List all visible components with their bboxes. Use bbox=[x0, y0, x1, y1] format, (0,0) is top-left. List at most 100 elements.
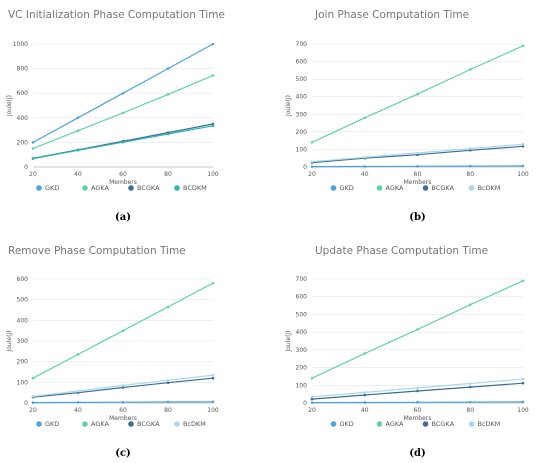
y-tick-label: 500 bbox=[296, 311, 308, 318]
y-tick-label: 300 bbox=[17, 338, 29, 345]
data-point-gkd bbox=[468, 400, 472, 404]
legend-marker bbox=[174, 185, 180, 191]
x-tick-label: 100 bbox=[517, 407, 529, 414]
y-tick-label: 200 bbox=[17, 359, 29, 366]
data-point-bcdkm bbox=[310, 160, 314, 164]
legend-marker bbox=[128, 185, 134, 191]
chart-panel-a: VC Initialization Phase Computation Time… bbox=[0, 0, 275, 231]
y-tick-label: 400 bbox=[17, 317, 29, 324]
data-point-bcdkm bbox=[76, 389, 80, 393]
y-tick-label: 0 bbox=[303, 164, 307, 171]
x-tick-label: 60 bbox=[119, 407, 127, 414]
data-point-bcdkm bbox=[521, 142, 525, 146]
x-tick-label: 100 bbox=[207, 407, 219, 414]
data-point-gkd bbox=[166, 67, 170, 70]
legend-label: BCGKA bbox=[432, 420, 455, 428]
data-point-bcdkm bbox=[521, 377, 525, 381]
chart-title: Join Phase Computation Time bbox=[314, 9, 469, 21]
x-tick-label: 60 bbox=[414, 171, 422, 178]
y-tick-label: 700 bbox=[296, 276, 308, 283]
data-point-bcdkm bbox=[121, 140, 125, 144]
x-tick-label: 20 bbox=[308, 171, 316, 178]
x-tick-label: 80 bbox=[466, 171, 474, 178]
legend-label: GKD bbox=[45, 184, 59, 192]
data-point-bcdkm bbox=[211, 373, 215, 377]
data-point-gkd bbox=[211, 42, 215, 46]
chart-panel-d: Update Phase Computation Time 0 100 200 300 4… bbox=[275, 232, 550, 463]
legend-label: BCGKA bbox=[137, 184, 160, 192]
y-tick-label: 100 bbox=[296, 382, 308, 389]
data-point-gkd bbox=[416, 164, 419, 168]
y-tick-label: 800 bbox=[17, 66, 29, 73]
data-point-bcgka bbox=[521, 144, 525, 148]
x-tick-label: 40 bbox=[74, 407, 82, 414]
data-point-bcdkm bbox=[416, 386, 419, 390]
x-tick-label: 20 bbox=[308, 407, 316, 414]
data-point-bcgka bbox=[521, 381, 525, 385]
data-point-agka bbox=[310, 376, 314, 380]
data-point-agka bbox=[31, 376, 35, 380]
data-point-agka bbox=[121, 329, 125, 332]
data-point-bcdkm bbox=[76, 148, 80, 152]
x-axis-label: Members bbox=[109, 415, 137, 422]
legend-marker bbox=[330, 185, 337, 191]
x-tick-label: 100 bbox=[207, 171, 219, 178]
chart-svg-a: VC Initialization Phase Computation Time… bbox=[6, 9, 225, 223]
data-point-gkd bbox=[521, 164, 525, 168]
data-point-gkd bbox=[521, 400, 525, 404]
y-tick-label: 600 bbox=[17, 276, 29, 283]
legend-marker bbox=[330, 421, 337, 427]
chart-svg-d: Update Phase Computation Time 0 100 200 300 4… bbox=[285, 245, 529, 459]
x-tick-label: 80 bbox=[164, 407, 172, 414]
y-tick-label: 0 bbox=[24, 164, 28, 171]
x-tick-label: 40 bbox=[361, 407, 369, 414]
legend-marker bbox=[174, 421, 180, 427]
data-point-bcgka bbox=[121, 386, 125, 389]
chart-svg-b: Join Phase Computation Time 0 100 200 300 400… bbox=[285, 9, 529, 223]
chart-title: VC Initialization Phase Computation Time bbox=[8, 9, 225, 21]
y-tick-label: 400 bbox=[296, 94, 308, 101]
x-tick-label: 80 bbox=[466, 407, 474, 414]
legend-label: BcDKM bbox=[183, 420, 206, 428]
data-point-agka bbox=[416, 92, 419, 96]
y-tick-label: 0 bbox=[24, 400, 28, 407]
legend-label: AGKA bbox=[91, 184, 110, 192]
y-tick-label: 1000 bbox=[13, 41, 28, 48]
data-point-bcgka bbox=[310, 397, 314, 401]
data-point-agka bbox=[211, 74, 215, 77]
y-tick-label: 300 bbox=[296, 111, 308, 118]
x-axis-label: Members bbox=[404, 179, 432, 186]
data-point-bcdkm bbox=[166, 132, 170, 136]
data-point-agka bbox=[521, 44, 525, 48]
data-point-gkd bbox=[166, 400, 170, 404]
data-point-gkd bbox=[121, 400, 125, 404]
legend-label: AGKA bbox=[386, 420, 405, 428]
data-point-bcdkm bbox=[363, 156, 367, 159]
data-point-bcdkm bbox=[166, 378, 170, 382]
data-point-agka bbox=[76, 353, 80, 356]
legend-marker bbox=[82, 185, 88, 191]
data-point-bcdkm bbox=[363, 391, 367, 394]
legend-label: BCGKA bbox=[432, 184, 455, 192]
chart-panel-b: Join Phase Computation Time 0 100 200 300 400… bbox=[275, 0, 550, 231]
y-axis-label: Joule(J) bbox=[285, 330, 292, 352]
chart-title: Update Phase Computation Time bbox=[315, 245, 488, 257]
data-point-gkd bbox=[31, 141, 35, 144]
legend-marker bbox=[82, 421, 88, 427]
y-tick-label: 400 bbox=[296, 329, 308, 336]
data-point-bcdkm bbox=[31, 157, 35, 160]
data-point-bcgka bbox=[363, 393, 367, 397]
data-point-bcgka bbox=[211, 376, 215, 380]
data-point-agka bbox=[363, 352, 367, 355]
x-tick-label: 100 bbox=[517, 171, 529, 178]
legend-label: GKD bbox=[340, 420, 354, 428]
chart-title: Remove Phase Computation Time bbox=[8, 245, 186, 257]
data-point-bcgka bbox=[416, 389, 419, 393]
data-point-gkd bbox=[310, 401, 314, 404]
y-tick-label: 400 bbox=[17, 115, 29, 122]
y-tick-label: 600 bbox=[17, 90, 29, 97]
legend-label: GKD bbox=[340, 184, 354, 192]
legend-label: BCDKM bbox=[183, 184, 207, 192]
x-tick-label: 40 bbox=[361, 171, 369, 178]
y-tick-label: 100 bbox=[296, 146, 308, 153]
